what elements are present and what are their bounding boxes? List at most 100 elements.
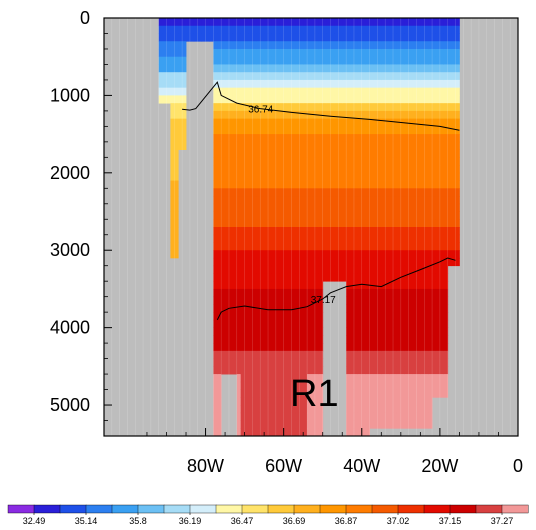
data-cell [166,48,171,58]
data-cell [307,304,312,313]
data-cell [303,180,308,189]
data-cell [389,242,394,251]
data-cell [291,257,296,267]
data-cell [389,381,394,390]
data-cell [389,87,394,96]
data-cell [346,381,351,390]
data-cell [240,366,246,375]
data-cell [228,257,234,267]
data-cell [322,242,328,251]
data-cell [268,149,273,158]
colorbar-label: 32.49 [23,516,46,526]
data-cell [322,79,328,89]
data-cell [260,72,265,81]
data-cell [303,366,308,375]
data-cell [307,265,312,274]
data-cell [256,250,261,259]
data-cell [408,265,413,274]
data-cell [424,257,429,267]
data-cell [404,281,410,290]
data-cell [283,95,288,104]
data-cell [353,196,359,205]
data-cell [412,72,417,81]
data-cell [287,203,292,212]
data-cell [260,250,265,259]
data-cell [346,374,351,383]
data-cell [373,188,378,197]
y-tick-label: 1000 [50,85,90,105]
data-cell [447,141,453,150]
data-cell [248,48,253,58]
data-cell [209,18,214,27]
data-cell [178,56,183,65]
data-cell [217,397,222,406]
data-cell [361,188,367,197]
data-cell [346,265,351,274]
data-cell [314,327,320,336]
data-cell [408,165,413,174]
data-cell [236,335,242,344]
data-cell [404,196,410,205]
data-cell [287,250,292,259]
data-cell [166,64,171,73]
data-cell [361,312,367,321]
data-cell [244,381,249,390]
data-cell [408,196,413,205]
data-cell [377,304,382,313]
data-cell [225,343,230,352]
data-cell [361,420,367,429]
data-cell [178,41,183,50]
data-cell [271,141,277,150]
data-cell [287,180,292,189]
data-cell [322,165,328,174]
data-cell [318,312,324,321]
data-cell [268,219,273,228]
data-cell [350,87,355,96]
data-cell [400,381,406,390]
data-cell [256,79,261,89]
data-cell [221,242,226,251]
data-cell [252,389,257,398]
data-cell [299,196,304,205]
data-cell [400,296,406,305]
data-cell [443,389,449,398]
data-cell [240,273,246,282]
data-cell [264,312,269,321]
data-cell [271,110,277,120]
data-cell [396,149,402,158]
data-cell [287,366,292,375]
data-cell [158,64,163,73]
data-cell [287,273,292,282]
data-cell [244,79,249,89]
data-cell [342,126,347,135]
data-cell [217,188,222,197]
data-cell [295,343,300,352]
data-cell [252,304,257,313]
data-cells [158,18,460,437]
data-cell [256,110,261,120]
data-cell [353,149,359,158]
data-cell [295,95,300,104]
data-cell [443,358,449,367]
data-cell [342,149,347,158]
data-cell [381,56,386,65]
data-cell [225,358,230,367]
data-cell [174,188,179,197]
data-cell [420,110,425,120]
data-cell [264,141,269,150]
data-cell [396,126,402,135]
data-cell [228,366,234,375]
data-cell [342,211,347,220]
data-cell [400,273,406,282]
data-cell [361,219,367,228]
data-cell [318,257,324,267]
data-cell [385,412,390,421]
data-cell [291,319,296,329]
data-cell [404,203,410,212]
data-cell [213,18,218,27]
data-cell [291,87,296,96]
data-cell [248,157,253,166]
data-cell [225,141,230,150]
data-cell [221,157,226,166]
data-cell [213,95,218,104]
